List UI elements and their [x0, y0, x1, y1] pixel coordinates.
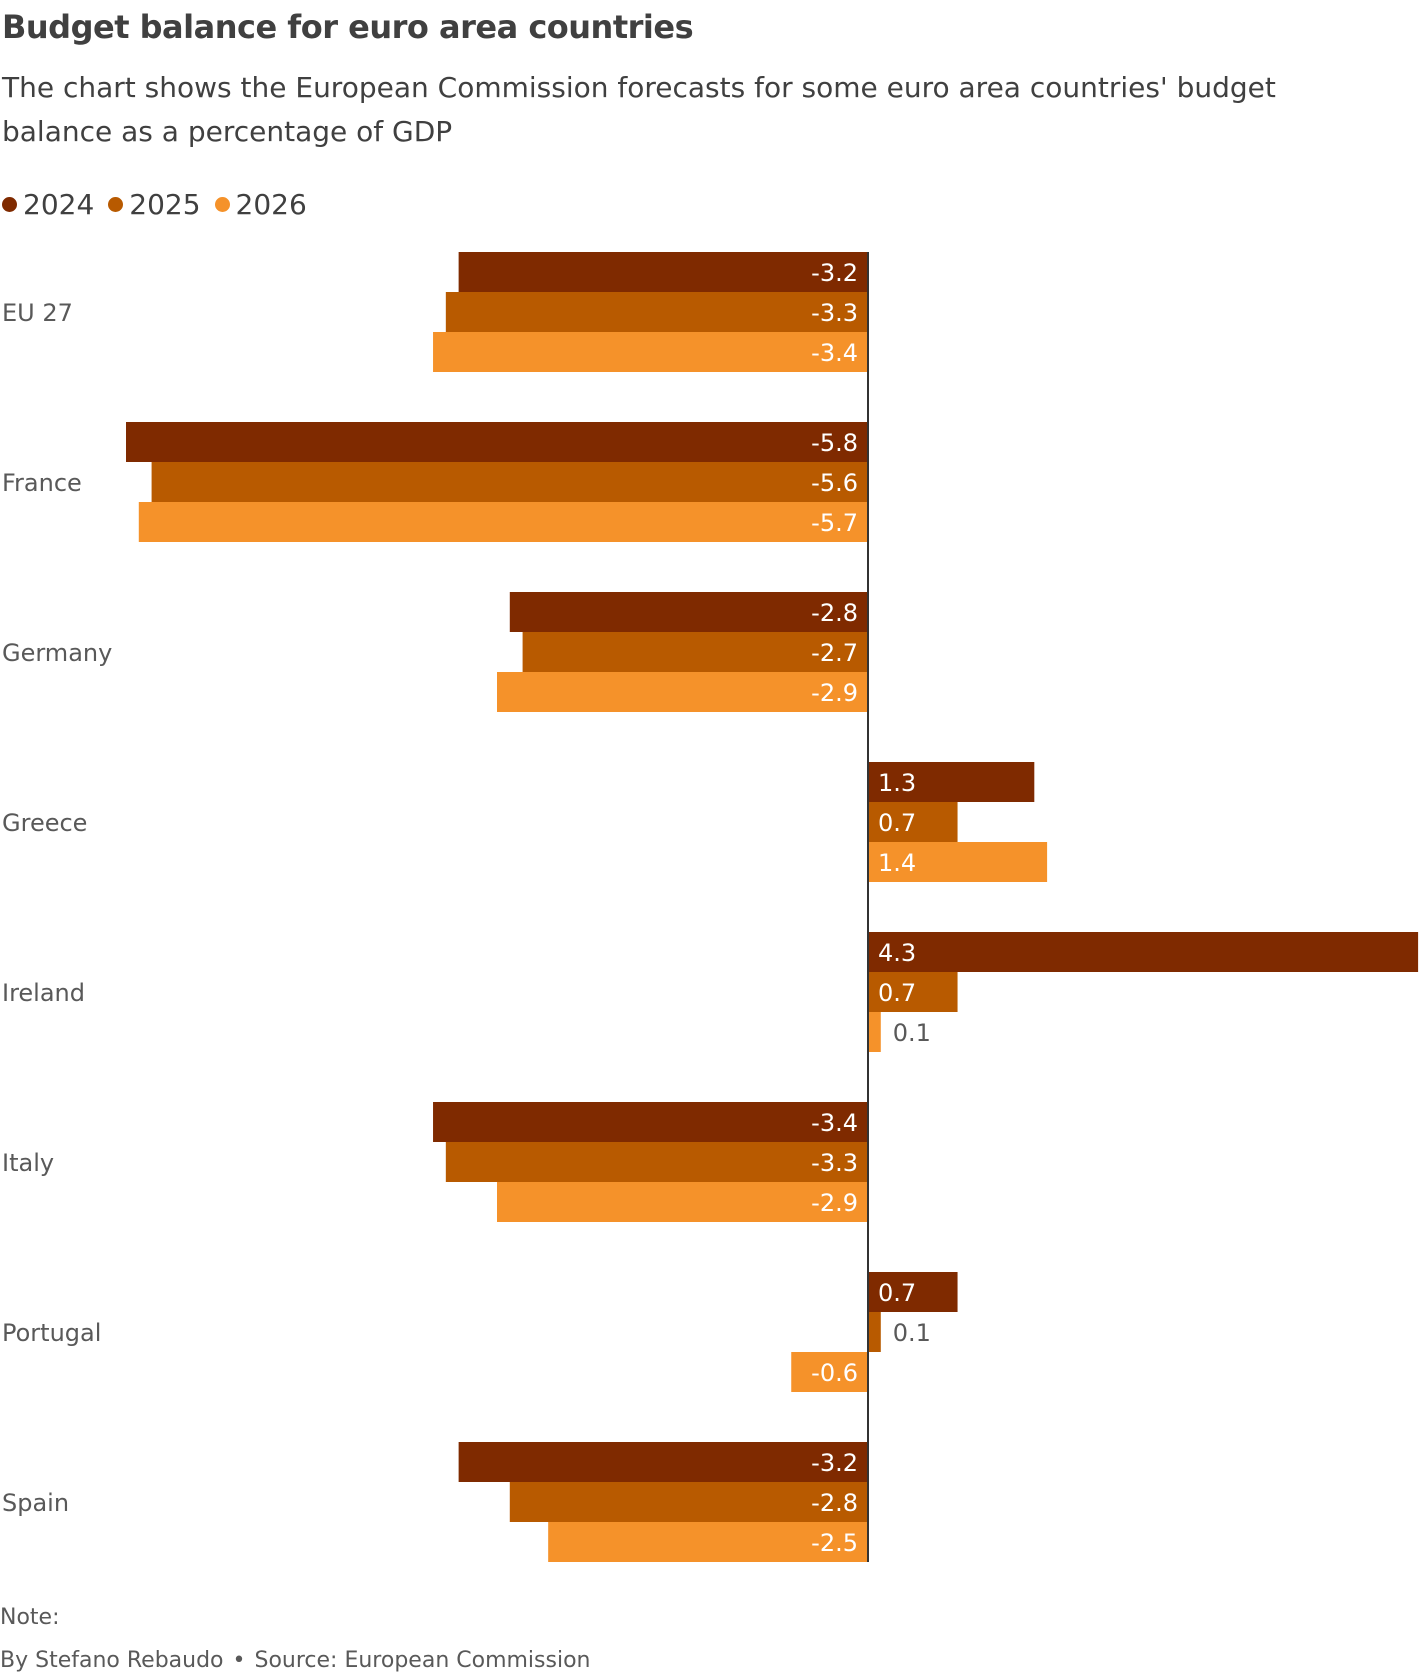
legend-label-2024: 2024	[23, 187, 95, 221]
bar-germany-2025	[522, 632, 868, 672]
bar-ireland-2024	[868, 932, 1419, 972]
credit-separator: •	[232, 1648, 246, 1673]
bar-france-2025	[151, 462, 869, 502]
chart-title: Budget balance for euro area countries	[2, 8, 694, 46]
bar-portugal-2025	[868, 1312, 881, 1352]
bar-greece-2024	[868, 762, 1035, 802]
data-label-germany-2026: -2.9	[811, 679, 858, 707]
legend-item-2025: 2025	[108, 187, 201, 221]
bar-eu-27-2024	[458, 252, 868, 292]
legend-label-2025: 2025	[129, 187, 201, 221]
legend-swatch-2025	[108, 196, 124, 212]
bar-portugal-2026	[791, 1352, 868, 1392]
bar-greece-2025	[868, 802, 958, 842]
data-label-greece-2026: 1.4	[878, 849, 916, 877]
bar-italy-2024	[433, 1102, 868, 1142]
bar-germany-2024	[509, 592, 868, 632]
bar-france-2024	[126, 422, 868, 462]
bar-spain-2025	[509, 1482, 868, 1522]
bar-ireland-2025	[868, 972, 958, 1012]
data-label-spain-2025: -2.8	[811, 1489, 858, 1517]
bar-italy-2026	[497, 1182, 868, 1222]
bar-greece-2026	[868, 842, 1048, 882]
legend-swatch-2024	[2, 196, 17, 212]
data-label-ireland-2024: 4.3	[878, 939, 916, 967]
data-label-spain-2024: -3.2	[811, 1449, 858, 1477]
data-label-greece-2024: 1.3	[878, 769, 916, 797]
data-label-france-2026: -5.7	[811, 509, 858, 537]
bar-france-2026	[138, 502, 869, 542]
data-label-ireland-2026: 0.1	[893, 1019, 931, 1047]
data-label-germany-2025: -2.7	[811, 639, 858, 667]
data-label-france-2024: -5.8	[811, 429, 858, 457]
data-label-ireland-2025: 0.7	[878, 979, 916, 1007]
data-label-eu-27-2024: -3.2	[811, 259, 858, 287]
chart-note: Note:	[0, 1605, 60, 1630]
data-label-italy-2026: -2.9	[811, 1189, 858, 1217]
category-label-germany: Germany	[2, 639, 112, 667]
category-label-italy: Italy	[2, 1149, 54, 1177]
category-label-ireland: Ireland	[2, 979, 85, 1007]
chart-credit: By Stefano Rebaudo • Source: European Co…	[0, 1648, 590, 1673]
data-label-eu-27-2025: -3.3	[811, 299, 858, 327]
legend-item-2024: 2024	[2, 188, 94, 221]
legend-item-2026: 2026	[214, 187, 307, 221]
bar-chart: EU 27 -3.2 -3.3 -3.4 France -5.8 -5.6 -5.7 Germa…	[2, 252, 1419, 1562]
bar-germany-2026	[497, 672, 868, 712]
legend: 2024 2025 2026	[2, 186, 307, 222]
legend-swatch-2026	[214, 196, 230, 212]
data-label-italy-2024: -3.4	[811, 1109, 858, 1137]
category-label-portugal: Portugal	[2, 1319, 101, 1347]
bar-italy-2025	[445, 1142, 868, 1182]
category-label-greece: Greece	[2, 809, 87, 837]
data-label-eu-27-2026: -3.4	[811, 339, 858, 367]
chart-subtitle: The chart shows the European Commission …	[2, 71, 1276, 148]
data-label-portugal-2026: -0.6	[811, 1359, 858, 1387]
bar-portugal-2024	[868, 1272, 958, 1312]
data-label-greece-2025: 0.7	[878, 809, 916, 837]
source: Source: European Commission	[254, 1648, 591, 1673]
bar-ireland-2026	[868, 1012, 881, 1052]
category-label-eu-27: EU 27	[2, 299, 73, 327]
data-label-italy-2025: -3.3	[811, 1149, 858, 1177]
data-label-portugal-2024: 0.7	[878, 1279, 916, 1307]
bar-eu-27-2026	[433, 332, 868, 372]
category-label-france: France	[2, 469, 82, 497]
bar-eu-27-2025	[445, 292, 868, 332]
data-label-germany-2024: -2.8	[811, 599, 858, 627]
bar-spain-2026	[548, 1522, 868, 1562]
byline: By Stefano Rebaudo	[0, 1648, 224, 1673]
data-label-france-2025: -5.6	[811, 469, 858, 497]
data-label-portugal-2025: 0.1	[893, 1319, 931, 1347]
legend-label-2026: 2026	[235, 187, 307, 221]
data-label-spain-2026: -2.5	[811, 1529, 858, 1557]
category-label-spain: Spain	[2, 1489, 69, 1517]
bar-spain-2024	[458, 1442, 868, 1482]
